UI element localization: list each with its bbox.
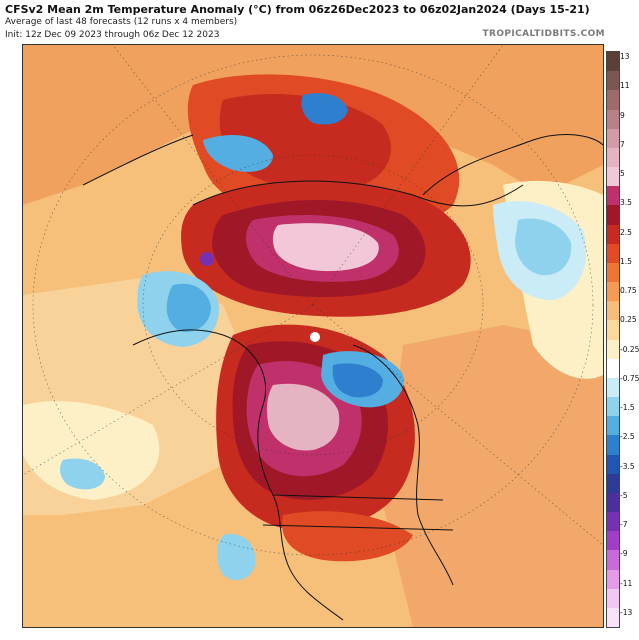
anomaly-map-canvas [23, 45, 603, 627]
colorbar-tick-label: -11 [620, 578, 633, 588]
colorbar-segment [607, 167, 619, 187]
init-range-note: Init: 12z Dec 09 2023 through 06z Dec 12… [5, 30, 220, 40]
colorbar-tick-label: 0.25 [620, 315, 637, 325]
colorbar-tick-label: 7 [620, 139, 625, 149]
anomaly-map [22, 44, 604, 628]
colorbar-segment [607, 205, 619, 225]
colorbar-segment [607, 243, 619, 264]
colorbar-tick-label: -1.5 [620, 403, 635, 413]
colorbar-segment [607, 71, 619, 91]
colorbar-tick-label: -2.5 [620, 432, 635, 442]
colorbar-segment [607, 416, 619, 436]
colorbar-tick-label: -9 [620, 549, 628, 559]
colorbar-segment [607, 339, 619, 360]
colorbar-tick-label: 2.5 [620, 227, 632, 237]
colorbar-tick-label: 1.5 [620, 256, 632, 266]
colorbar-segment [607, 52, 619, 72]
colorbar-segment [607, 262, 619, 283]
map-header: CFSv2 Mean 2m Temperature Anomaly (°C) f… [0, 0, 639, 44]
colorbar-segment [607, 607, 619, 628]
colorbar-segment [607, 397, 619, 417]
colorbar-tick-label: -0.25 [620, 344, 639, 354]
colorbar-segment [607, 550, 619, 570]
colorbar-segment [607, 588, 619, 609]
colorbar-tick-label: 9 [620, 110, 625, 120]
colorbar-segment [607, 147, 619, 168]
colorbar-tick-label: -7 [620, 520, 628, 530]
colorbar-tick-label: -3.5 [620, 461, 635, 471]
colorbar-tick-label: -13 [620, 608, 633, 617]
colorbar-segment [607, 282, 619, 302]
colorbar-tick-label: 0.75 [620, 286, 637, 296]
colorbar-segment [607, 224, 619, 245]
colorbar-segment [607, 512, 619, 532]
colorbar-segment [607, 90, 619, 110]
colorbar-segment [607, 377, 619, 398]
colorbar-segment [607, 320, 619, 340]
colorbar-tick-label: 5 [620, 169, 625, 179]
colorbar-segment [607, 109, 619, 130]
colorbar-segment [607, 473, 619, 494]
brand-watermark: TROPICALTIDBITS.COM [482, 29, 605, 39]
colorbar-tick-label: 11 [620, 81, 630, 91]
colorbar-segment [607, 301, 619, 321]
colorbar-tick-label: 13 [620, 52, 630, 61]
colorbar-segment [607, 435, 619, 455]
map-title: CFSv2 Mean 2m Temperature Anomaly (°C) f… [5, 3, 590, 16]
colorbar-tick-label: -5 [620, 490, 628, 500]
colorbar-segment [607, 492, 619, 513]
forecast-average-note: Average of last 48 forecasts (12 runs x … [5, 17, 238, 27]
temperature-colorbar [606, 51, 620, 628]
colorbar-segment [607, 454, 619, 475]
colorbar-segment [607, 128, 619, 149]
colorbar-segment [607, 186, 619, 206]
colorbar-segment [607, 531, 619, 551]
colorbar-tick-label: 3.5 [620, 198, 632, 208]
colorbar-tick-label: -0.75 [620, 373, 639, 383]
colorbar-segment [607, 569, 619, 590]
colorbar-segment [607, 358, 619, 379]
